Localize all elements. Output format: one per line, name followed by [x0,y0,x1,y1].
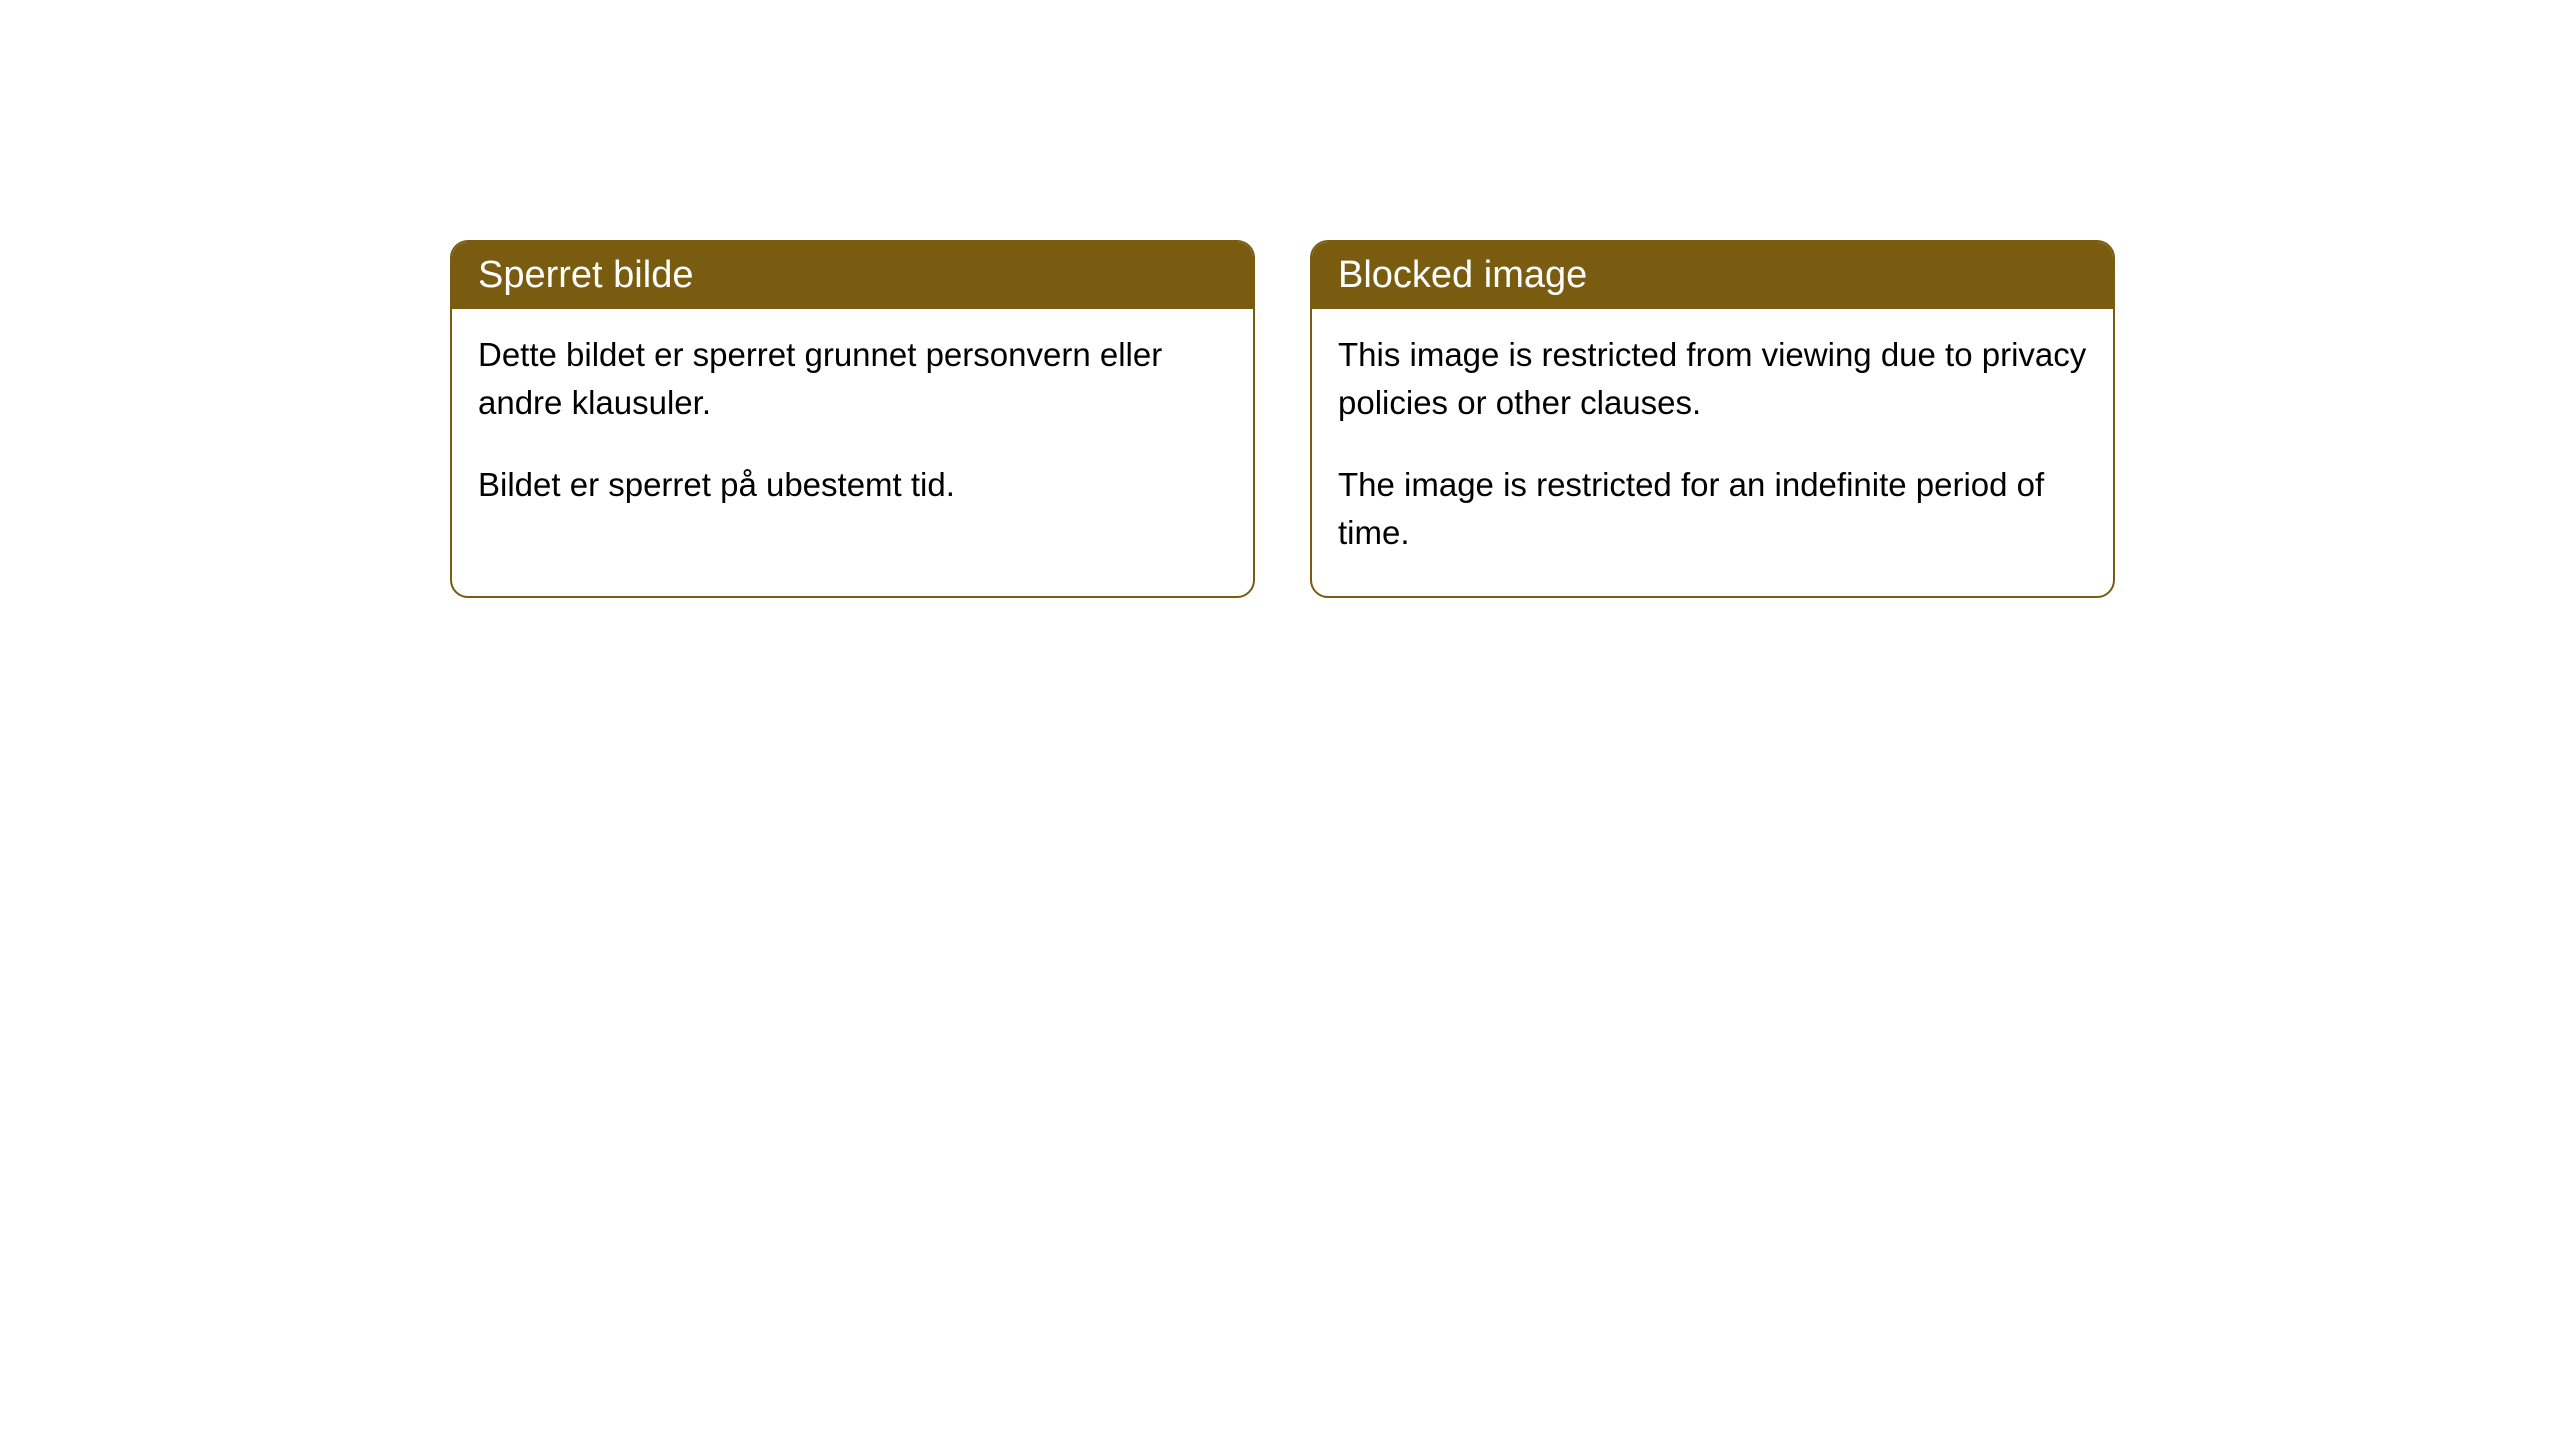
notice-title-english: Blocked image [1338,254,1587,296]
notice-body-english: This image is restricted from viewing du… [1312,309,2113,596]
notice-header-english: Blocked image [1312,242,2113,309]
notice-para2-norwegian: Bildet er sperret på ubestemt tid. [478,461,1227,509]
notice-container: Sperret bilde Dette bildet er sperret gr… [450,240,2115,598]
notice-body-norwegian: Dette bildet er sperret grunnet personve… [452,309,1253,549]
notice-para1-english: This image is restricted from viewing du… [1338,331,2087,427]
notice-para2-english: The image is restricted for an indefinit… [1338,461,2087,557]
notice-card-norwegian: Sperret bilde Dette bildet er sperret gr… [450,240,1255,598]
notice-title-norwegian: Sperret bilde [478,254,693,296]
notice-header-norwegian: Sperret bilde [452,242,1253,309]
notice-card-english: Blocked image This image is restricted f… [1310,240,2115,598]
notice-para1-norwegian: Dette bildet er sperret grunnet personve… [478,331,1227,427]
